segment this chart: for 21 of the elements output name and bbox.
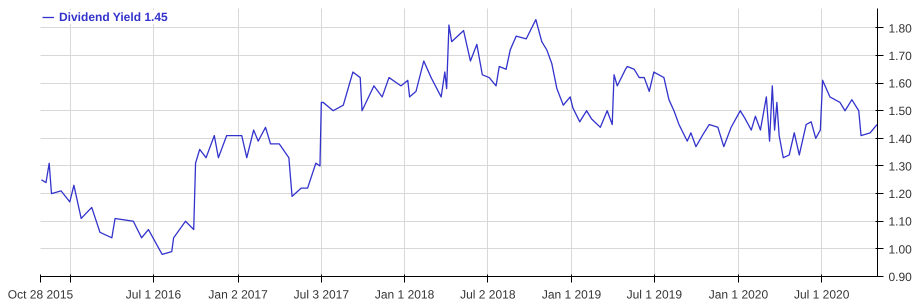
x-tick-label: Jan 2 2017 xyxy=(208,288,268,302)
y-tick-label: 1.10 xyxy=(888,214,912,229)
legend-label: Dividend Yield 1.45 xyxy=(59,10,168,24)
x-tick-label: Jul 2 2018 xyxy=(460,288,516,302)
y-tick-label: 1.80 xyxy=(888,21,912,36)
x-tick-label: Jan 1 2020 xyxy=(708,288,768,302)
x-tick-label: Jul 3 2017 xyxy=(294,288,350,302)
x-tick-label: Jul 1 2020 xyxy=(794,288,850,302)
y-tick-label: 1.20 xyxy=(888,187,912,202)
y-tick-label: 1.30 xyxy=(888,159,912,174)
y-tick-label: 1.50 xyxy=(888,104,912,118)
y-tick-label: 1.00 xyxy=(888,242,912,256)
y-tick-label: 1.60 xyxy=(888,76,912,91)
x-tick-label: Jul 1 2019 xyxy=(626,288,682,302)
x-tick-label: Jan 1 2018 xyxy=(374,288,435,302)
y-tick-label: 1.40 xyxy=(888,132,912,146)
y-tick-label: 1.70 xyxy=(888,48,912,63)
x-tick-label: Jul 1 2016 xyxy=(126,288,182,302)
x-tick-label: Jan 1 2019 xyxy=(542,288,602,302)
y-tick-label: 0.90 xyxy=(888,270,912,284)
x-tick-label: Oct 28 2015 xyxy=(8,288,74,302)
